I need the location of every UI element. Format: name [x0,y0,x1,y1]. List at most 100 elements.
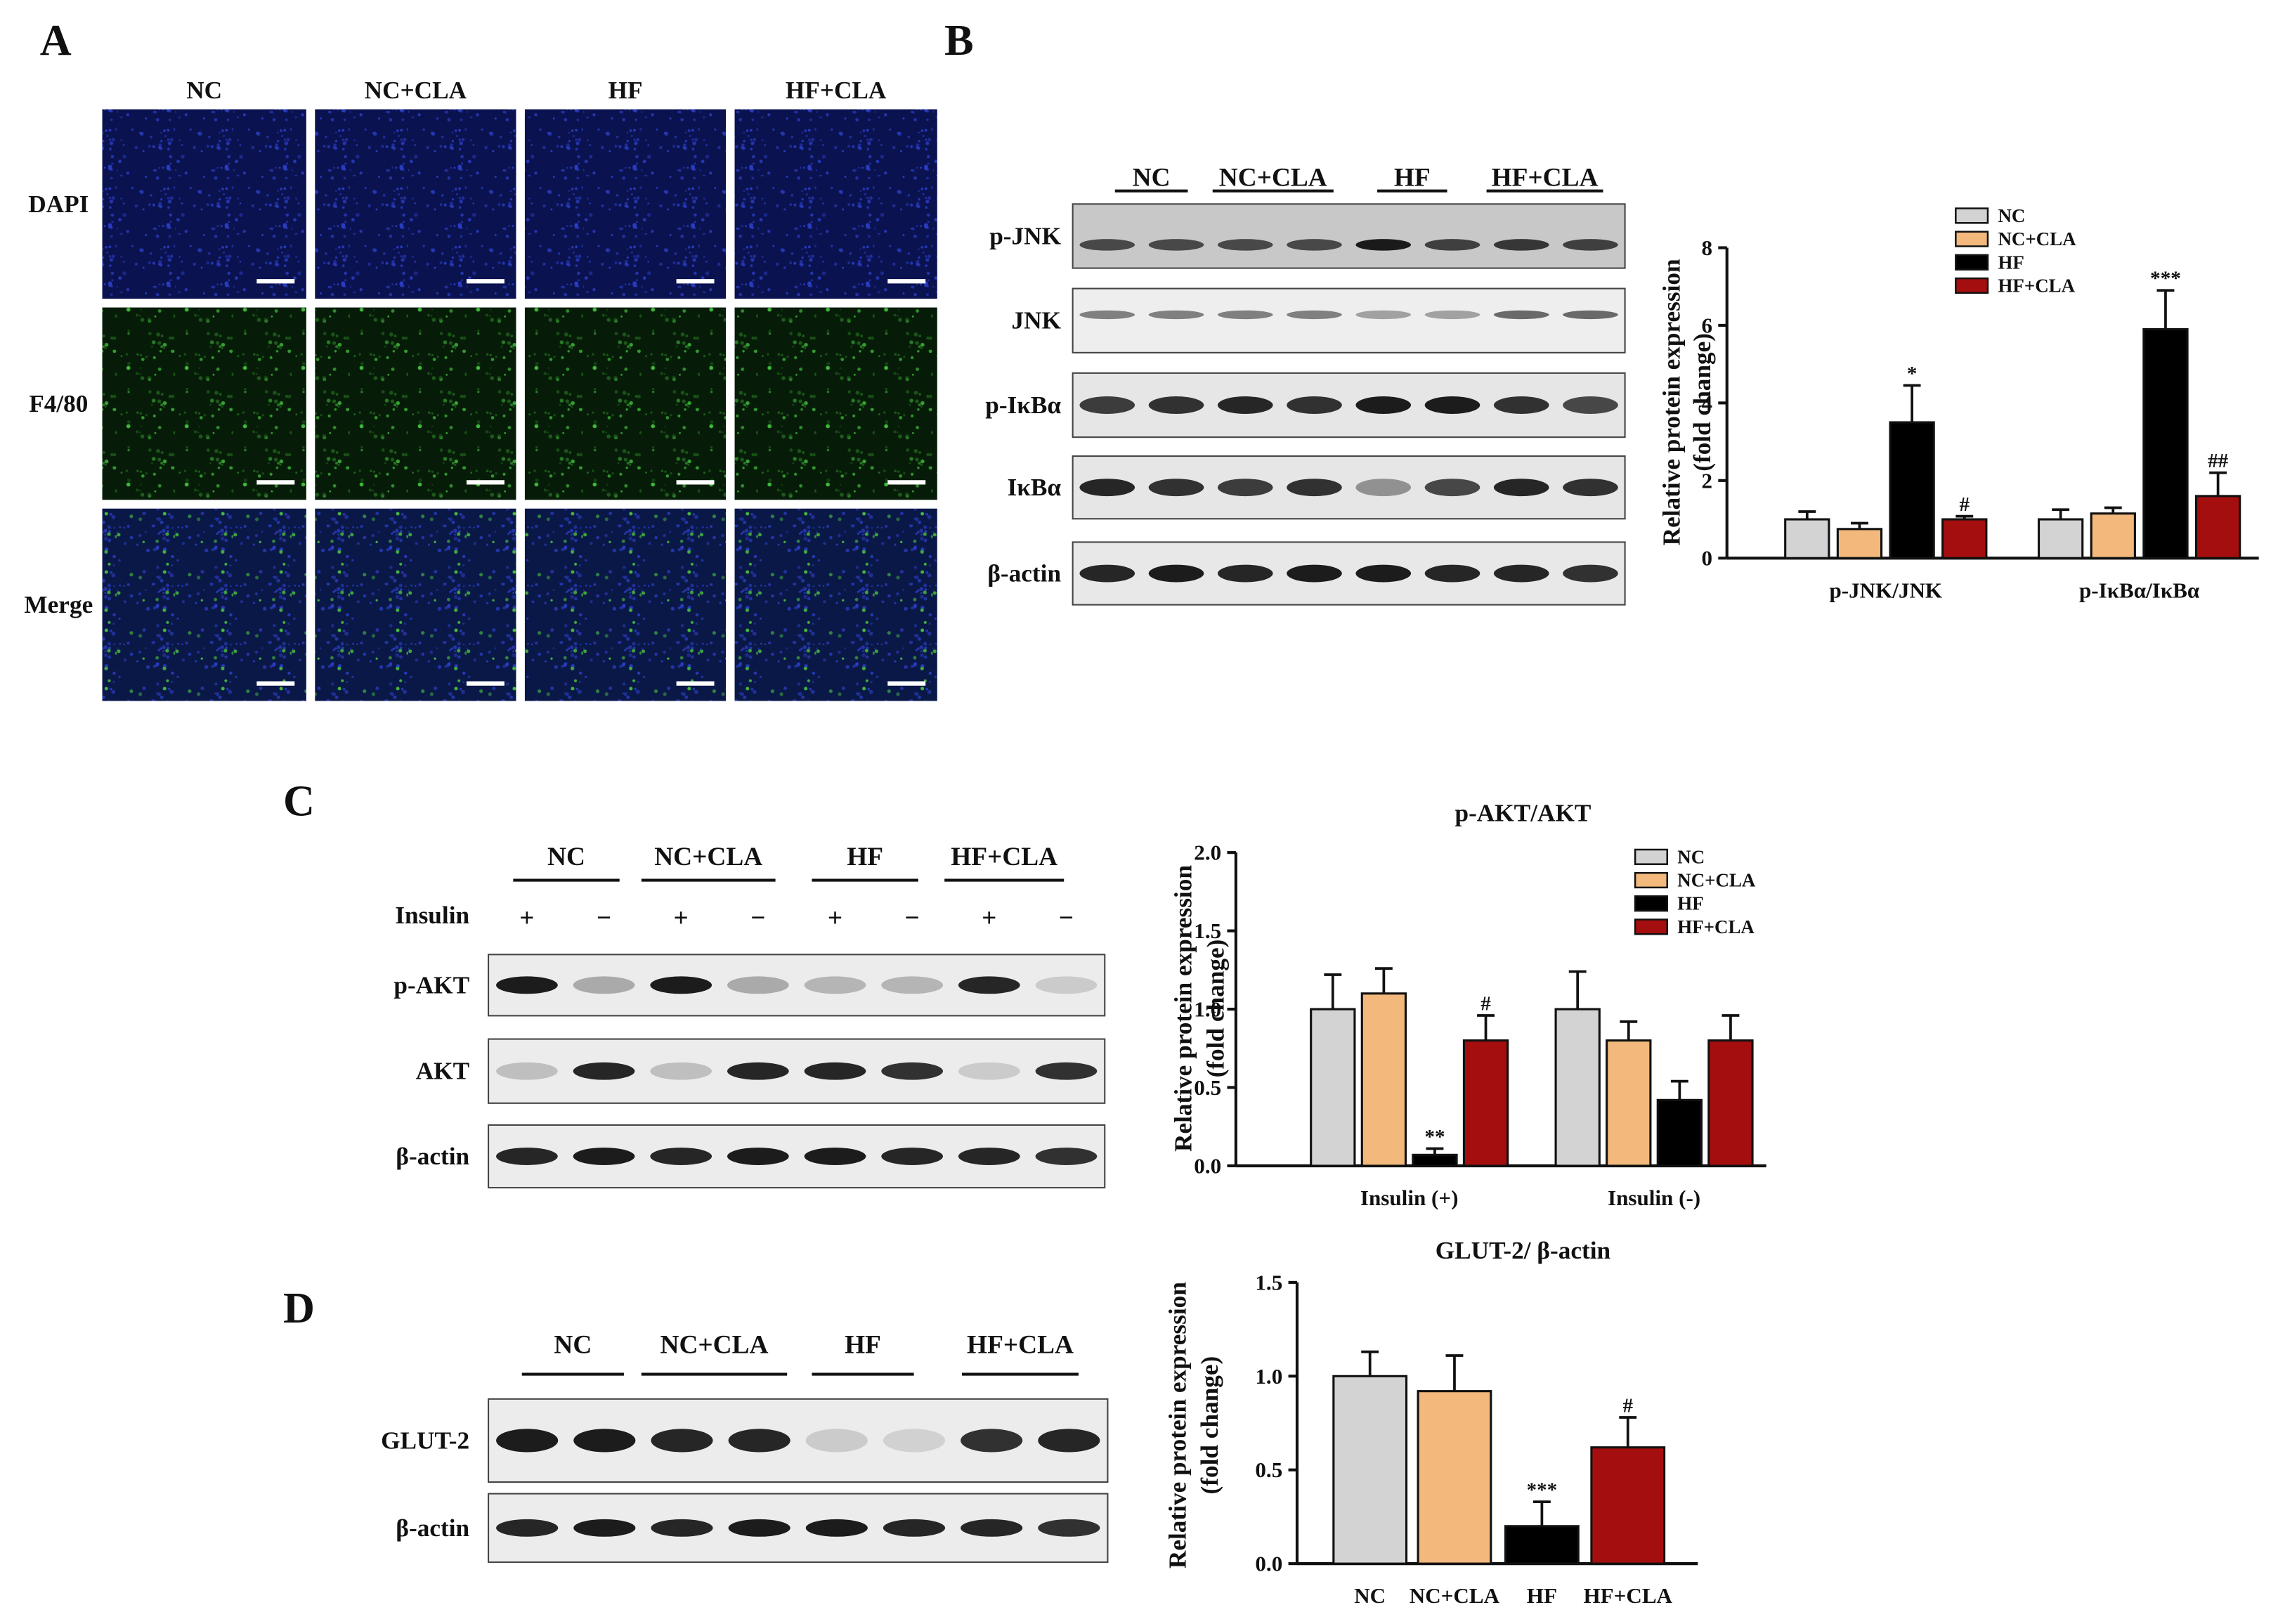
blot-band [1035,1148,1098,1165]
y-tick-label: 0.5 [1194,1075,1221,1100]
blot-band [1287,239,1342,251]
blot-band [1038,1519,1100,1537]
panel-letter: A [40,17,72,65]
blot-band [881,1062,944,1080]
blot-band [1287,396,1342,414]
micrograph [315,508,516,701]
blot-band [1424,310,1480,320]
micrograph [315,109,516,299]
blot-band [728,1519,790,1537]
column-label: NC [186,77,222,104]
significance-mark: *** [2150,268,2181,290]
micrograph [524,508,727,701]
blot-band [1148,564,1204,583]
error-bar [1361,1350,1379,1377]
y-tick-label: 0.5 [1255,1457,1282,1482]
bar [1412,1153,1458,1167]
blot-band [1355,396,1412,414]
blot-band [1035,1062,1098,1080]
blot-band [1217,310,1273,320]
blot-band [1217,239,1273,251]
y-tick-label: 0.0 [1255,1552,1282,1576]
blot-band [1424,239,1480,251]
blot-band [651,1429,713,1453]
treatment-sign: + [674,904,689,933]
chart-title: p-AKT/AKT [1454,800,1591,827]
group-label: HF [847,843,883,871]
column-label: HF [608,77,643,104]
y-axis-label: (fold change) [1688,333,1716,472]
group-label: NC+CLA [1219,163,1327,192]
y-tick-label: 1.5 [1255,1270,1282,1294]
y-tick-label: 1.5 [1194,918,1221,943]
bar [1656,1098,1703,1167]
blot-band [650,976,712,994]
blot-band [958,976,1020,994]
blot-band [651,1519,713,1537]
blot-band [1217,396,1273,414]
blot-band [1424,479,1480,497]
blot-band [1355,239,1412,251]
blot-band [573,1148,635,1165]
significance-mark: *** [1527,1479,1558,1501]
bar [1784,518,1830,559]
y-axis-label: (fold change) [1202,940,1229,1078]
group-label: HF [845,1331,881,1360]
blot-band [1035,976,1098,994]
error-bar [1532,1500,1551,1526]
significance-mark: ## [2208,450,2229,472]
blot-band [496,1148,558,1165]
blot-band [1079,396,1135,414]
x-tick-label: p-IκBα/IκBα [2079,578,2200,602]
blot-band [496,1519,559,1537]
error-bar [1851,521,1868,529]
blot-band [1493,479,1549,497]
blot-band [1287,479,1342,497]
blot-band [1563,239,1618,251]
blot-band [1493,564,1549,583]
error-bar [1903,384,1921,422]
treatment-sign: − [1059,904,1074,933]
treatment-sign: + [982,904,996,933]
blot-band [1079,479,1135,497]
blot-band [1563,564,1618,583]
error-bar [1955,514,1974,520]
bar [2037,518,2084,559]
blot-membrane [1072,203,1626,269]
blot-band [1563,310,1618,320]
blot-band [1424,564,1480,583]
y-axis-label: (fold change) [1196,1356,1223,1495]
blot-band [1493,396,1549,414]
blot-row-label: β-actin [396,1514,469,1542]
blot-band [573,1519,636,1537]
panel-letter: C [283,778,315,826]
micrograph [734,508,937,701]
micrograph [102,508,306,701]
blot-band [1217,564,1273,583]
blot-band [961,1519,1023,1537]
legend-label: HF+CLA [1998,275,2075,296]
blot-band [1038,1429,1100,1453]
y-tick-label: 4 [1701,391,1712,415]
error-bar [1620,1020,1638,1041]
blot-band [961,1429,1023,1453]
chart-title: GLUT-2/ β-actin [1436,1237,1611,1264]
significance-mark: # [1480,992,1491,1015]
blot-band [496,976,558,994]
error-bar [1374,967,1393,994]
y-tick-label: 0.0 [1194,1153,1221,1178]
blot-band [1079,564,1135,583]
bar [1606,1039,1652,1167]
error-bar [1798,510,1816,520]
legend-swatch [1634,918,1668,935]
micrograph [102,307,306,500]
blot-band [1287,564,1342,583]
blot-band [1148,239,1204,251]
error-bar [1568,970,1587,1010]
group-label: NC+CLA [660,1331,769,1360]
panel-letter: B [944,17,974,65]
blot-band [1493,239,1549,251]
micrograph [102,109,306,299]
